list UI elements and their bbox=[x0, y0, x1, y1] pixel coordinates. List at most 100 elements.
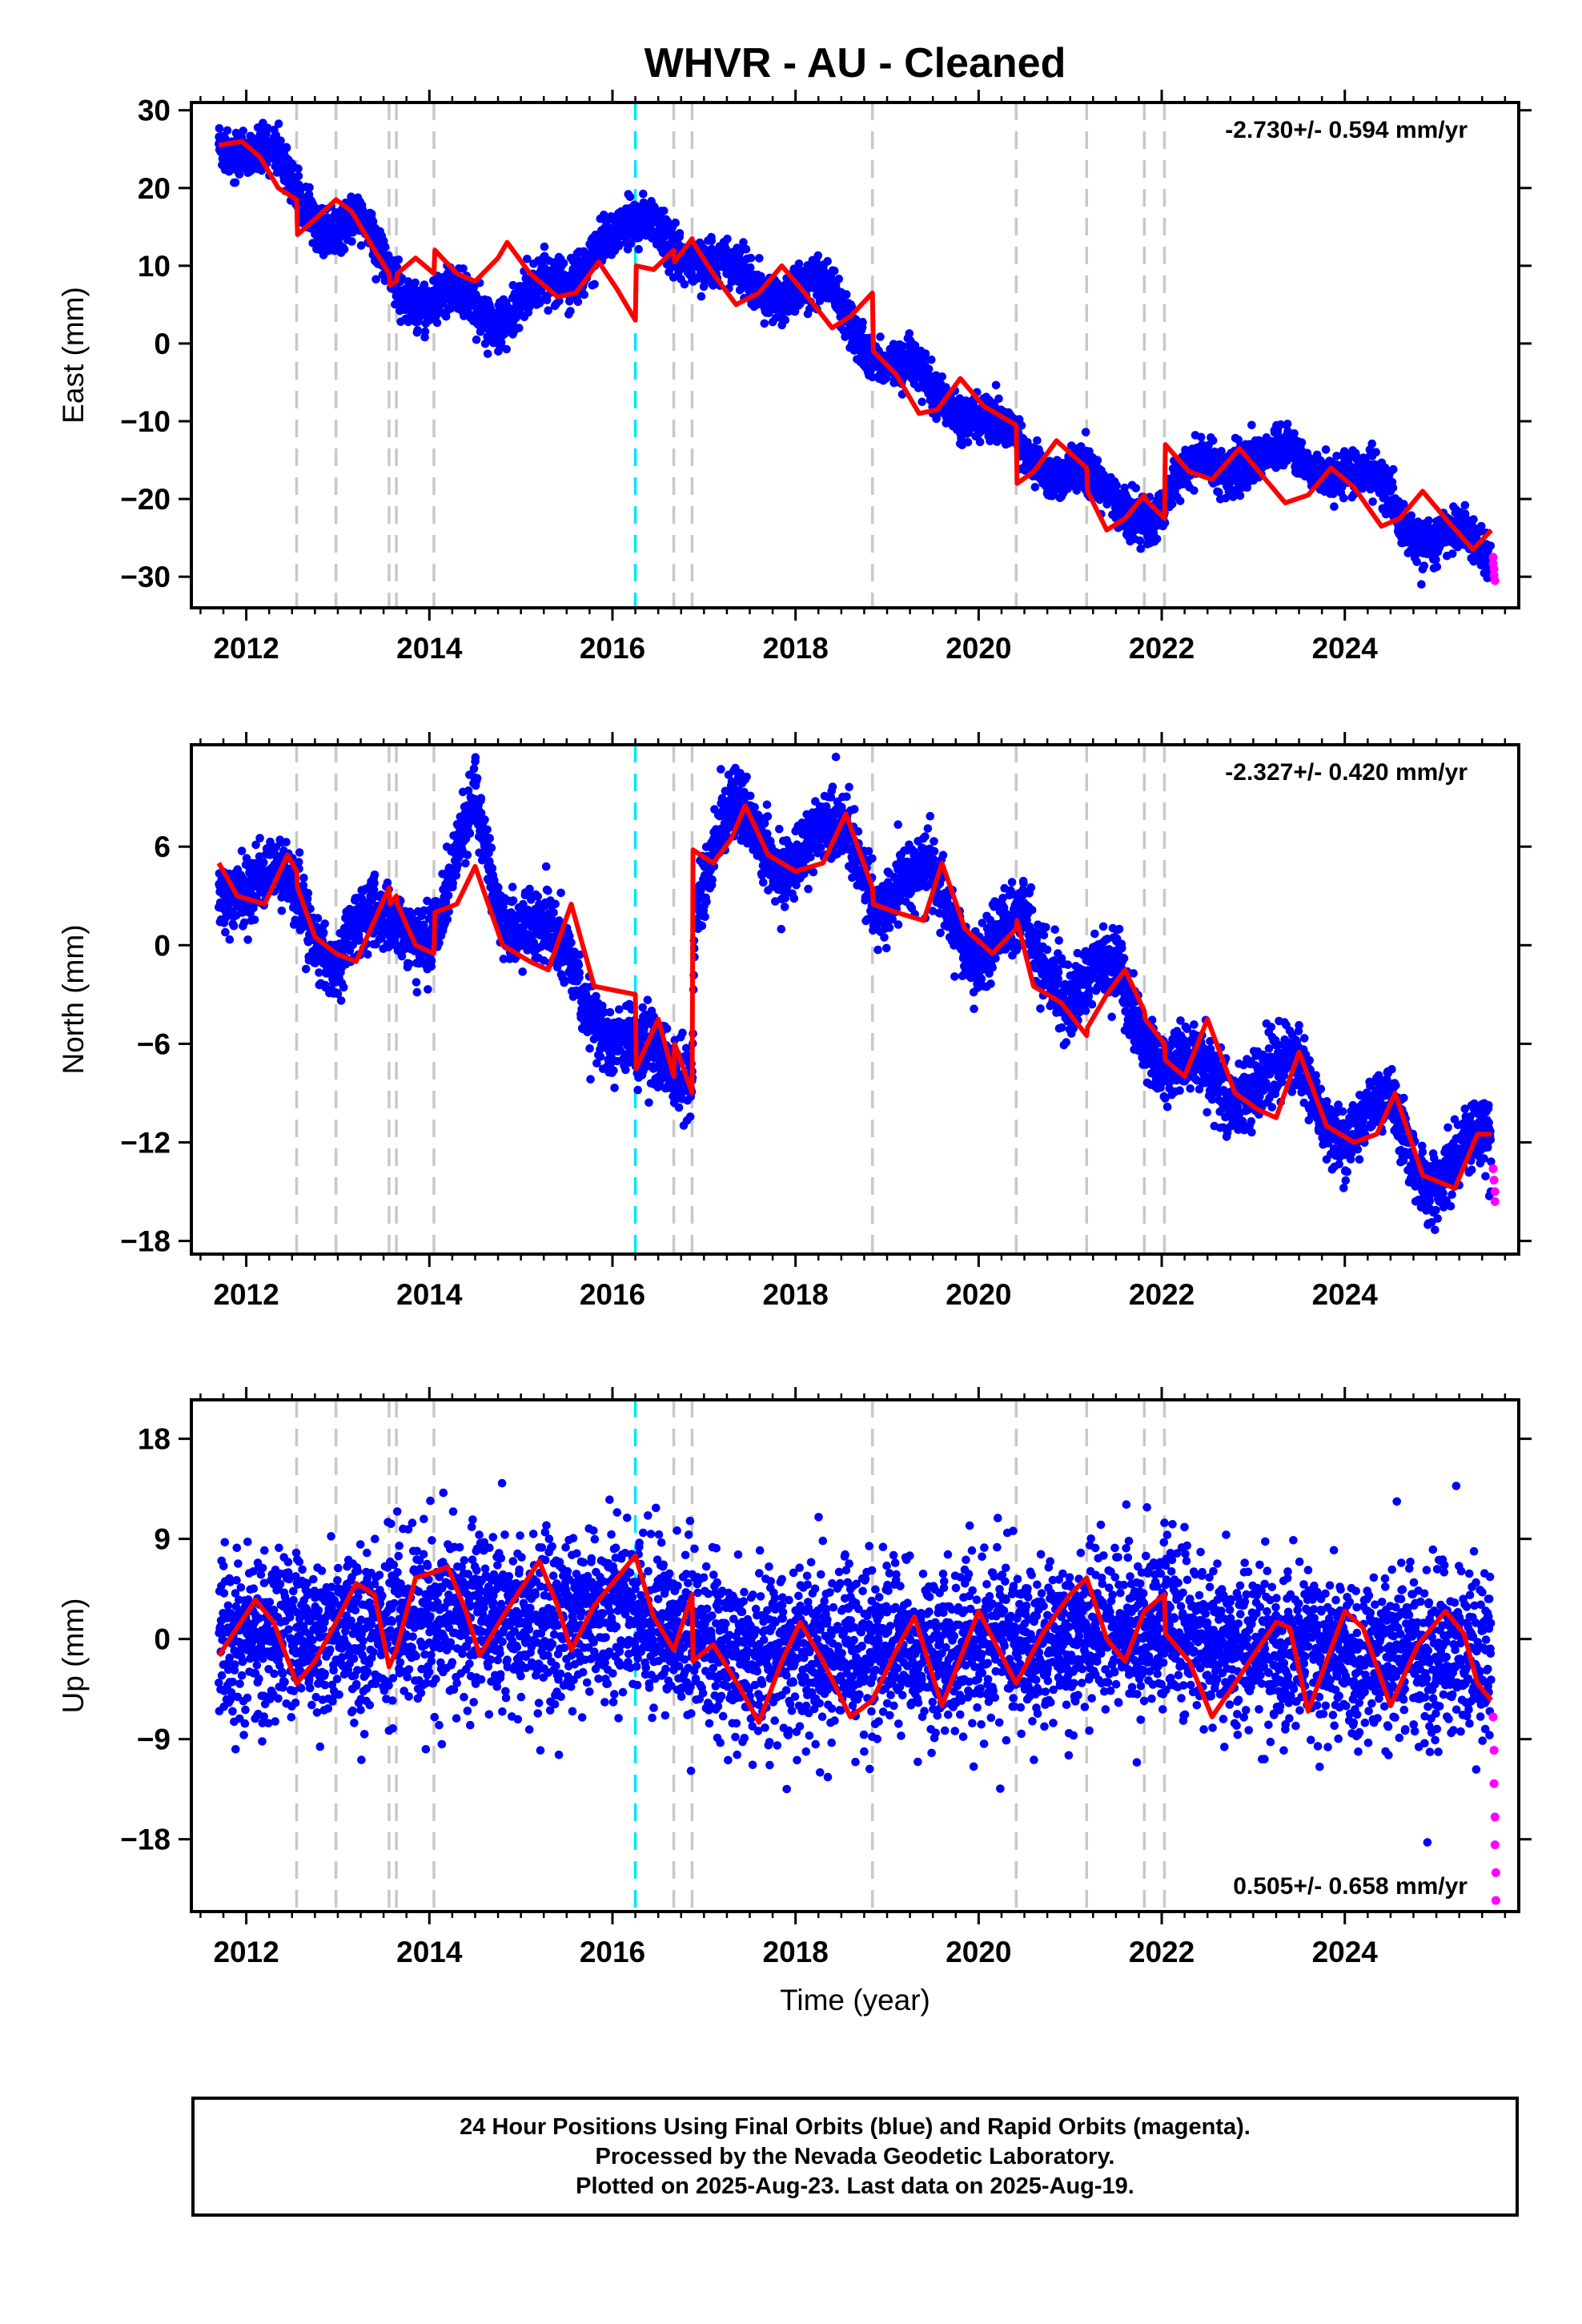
east-point bbox=[1093, 456, 1102, 464]
east-point bbox=[413, 326, 422, 335]
east-point bbox=[707, 236, 717, 245]
east-point bbox=[472, 335, 481, 344]
east-point bbox=[755, 254, 764, 263]
east-point bbox=[823, 256, 832, 266]
east-point bbox=[540, 242, 549, 251]
east-point bbox=[1235, 491, 1245, 501]
east-point bbox=[1017, 420, 1026, 430]
east-point bbox=[559, 259, 568, 267]
east-point bbox=[746, 253, 756, 263]
east-point bbox=[1419, 561, 1429, 570]
east-point bbox=[1431, 555, 1440, 565]
east-point bbox=[760, 319, 769, 328]
east-point bbox=[963, 437, 973, 447]
east-point bbox=[1432, 562, 1442, 572]
east-point bbox=[339, 245, 349, 254]
east-point bbox=[294, 164, 303, 173]
east-point bbox=[746, 263, 755, 272]
east-point bbox=[1167, 500, 1177, 509]
east-point bbox=[282, 143, 291, 152]
east-point bbox=[898, 341, 907, 351]
east-point bbox=[420, 327, 430, 336]
east-point bbox=[1447, 549, 1457, 558]
east-point bbox=[794, 259, 804, 268]
east-point bbox=[921, 349, 930, 358]
east-point bbox=[432, 318, 442, 328]
east-point bbox=[486, 304, 495, 314]
east-point bbox=[1283, 420, 1292, 428]
east-rapid-orbit-points bbox=[1488, 553, 1500, 585]
east-point bbox=[639, 189, 648, 199]
east-point bbox=[781, 316, 790, 324]
east-point bbox=[1152, 534, 1162, 544]
east-point bbox=[223, 126, 232, 135]
east-point bbox=[924, 364, 934, 374]
east-point bbox=[813, 251, 823, 260]
east-point bbox=[910, 341, 920, 350]
east-point bbox=[876, 332, 885, 341]
east-point bbox=[231, 178, 240, 187]
east-point bbox=[700, 276, 709, 286]
east-point bbox=[1247, 420, 1256, 430]
east-point bbox=[235, 170, 244, 179]
east-point bbox=[1339, 493, 1348, 503]
east-point bbox=[1160, 518, 1170, 527]
east-point bbox=[371, 275, 380, 284]
east-point bbox=[905, 329, 914, 338]
east-frame bbox=[190, 101, 1520, 609]
east-point bbox=[868, 372, 877, 382]
plot-area-east bbox=[215, 103, 1500, 608]
east-point bbox=[1469, 515, 1478, 524]
east-point bbox=[1476, 521, 1486, 531]
east-point bbox=[1424, 516, 1433, 525]
east-point bbox=[1131, 484, 1141, 493]
east-rapid-point bbox=[1488, 553, 1498, 562]
east-point bbox=[1330, 502, 1339, 511]
east-model-line bbox=[218, 139, 1493, 553]
east-point bbox=[858, 317, 867, 327]
east-point bbox=[1208, 436, 1218, 445]
east-point bbox=[994, 394, 1003, 404]
east-point bbox=[276, 136, 285, 145]
east-point bbox=[671, 219, 680, 227]
east-point bbox=[356, 241, 366, 250]
east-point bbox=[523, 255, 532, 263]
east-point bbox=[986, 436, 994, 446]
east-point bbox=[420, 280, 429, 289]
east-point bbox=[741, 244, 751, 254]
east-point bbox=[675, 229, 685, 238]
east-point bbox=[502, 344, 511, 354]
east-point bbox=[1460, 501, 1470, 510]
chart-title: WHVR - AU - Cleaned bbox=[644, 40, 1066, 86]
east-point bbox=[917, 397, 926, 407]
east-point bbox=[841, 290, 851, 299]
panel-east: 2012 2014 2016 2018 2020 2022 20243020100−10−2… bbox=[57, 90, 1532, 665]
east-point bbox=[927, 355, 936, 364]
east-point bbox=[1290, 429, 1299, 438]
east-point bbox=[680, 279, 689, 289]
east-point bbox=[739, 238, 748, 247]
east-point bbox=[834, 274, 844, 283]
east-point bbox=[938, 372, 947, 381]
east-point bbox=[573, 297, 583, 307]
east-point bbox=[380, 242, 390, 251]
east-point bbox=[411, 278, 420, 287]
east-point bbox=[847, 302, 857, 312]
east-point bbox=[634, 244, 643, 254]
east-point bbox=[1414, 517, 1423, 526]
east-point bbox=[1136, 544, 1145, 553]
east-point bbox=[1407, 511, 1416, 520]
east-point bbox=[459, 264, 468, 273]
east-point bbox=[600, 251, 610, 259]
east-point bbox=[1417, 580, 1426, 589]
east-point bbox=[590, 279, 599, 289]
east-point bbox=[566, 307, 575, 316]
east-point bbox=[1399, 500, 1408, 509]
east-point bbox=[274, 119, 283, 128]
east-point bbox=[1067, 441, 1076, 450]
east-point bbox=[1190, 486, 1199, 495]
east-point bbox=[394, 255, 404, 264]
east-point bbox=[515, 324, 524, 332]
east-point bbox=[294, 171, 303, 181]
east-point bbox=[1221, 493, 1231, 503]
